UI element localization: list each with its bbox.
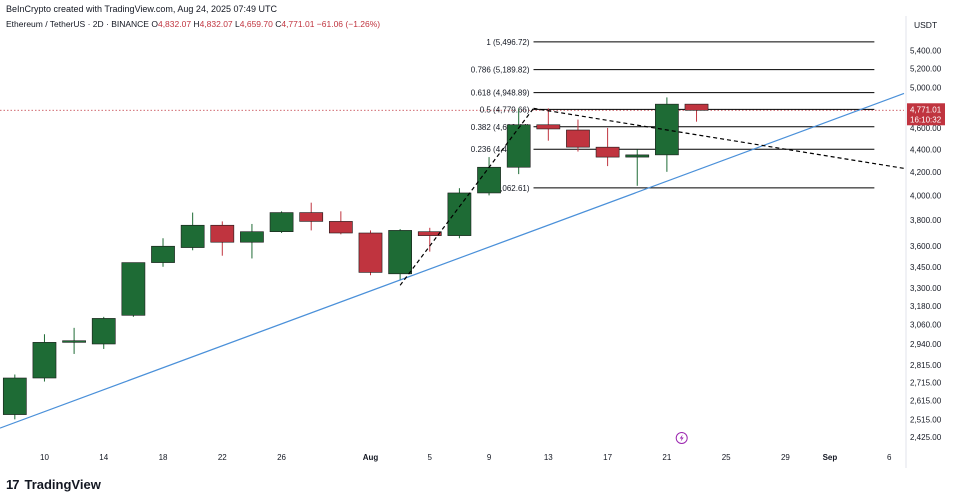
- dashed-projection-line: [399, 107, 534, 286]
- candle-body: [151, 245, 175, 263]
- candle-body: [328, 221, 353, 234]
- y-tick-label: 5,400.00: [910, 46, 942, 55]
- chart-frame[interactable]: Ethereum / TetherUS · 2D · BINANCE O4,83…: [0, 16, 954, 468]
- currency-label: USDT: [914, 20, 937, 30]
- countdown-label: 16:10:32: [910, 115, 942, 124]
- x-tick-label: Aug: [363, 453, 379, 462]
- candle-body: [536, 124, 561, 130]
- ohlc-header: Ethereum / TetherUS · 2D · BINANCE O4,83…: [6, 19, 380, 29]
- attribution-text: BeInCrypto created with TradingView.com,…: [6, 4, 277, 14]
- y-tick-label: 3,800.00: [910, 216, 942, 225]
- candle-body: [269, 212, 294, 232]
- last-price-tag-label: 4,771.01: [910, 105, 942, 114]
- tradingview-brand: TradingView: [24, 476, 101, 492]
- y-tick-label: 3,060.00: [910, 321, 942, 330]
- y-tick-label: 2,515.00: [910, 415, 942, 424]
- price-chart[interactable]: Ethereum / TetherUS · 2D · BINANCE O4,83…: [0, 16, 954, 468]
- fib-level-label: 0 (4,062.61): [486, 184, 529, 193]
- y-tick-label: 3,300.00: [910, 284, 942, 293]
- candle-body: [388, 230, 412, 275]
- x-tick-label: 26: [277, 453, 286, 462]
- lightning-glyph: [679, 434, 684, 442]
- candle-body: [32, 342, 57, 379]
- y-tick-label: 4,000.00: [910, 191, 942, 200]
- y-tick-label: 2,425.00: [910, 433, 942, 442]
- x-tick-label: 5: [428, 453, 433, 462]
- candle-body: [62, 340, 86, 343]
- candle-body: [121, 262, 146, 316]
- footer: 17 TradingView: [6, 474, 101, 494]
- x-tick-label: 21: [662, 453, 671, 462]
- candle-body: [180, 224, 205, 248]
- candle-body: [91, 318, 116, 345]
- y-tick-label: 3,180.00: [910, 302, 942, 311]
- candle-body: [240, 231, 264, 243]
- y-tick-label: 5,000.00: [910, 84, 942, 93]
- candle-body: [299, 212, 324, 222]
- fib-level-label: 0.236 (4,401.06): [471, 145, 530, 154]
- x-tick-label: 22: [218, 453, 227, 462]
- x-tick-label: 10: [40, 453, 49, 462]
- x-tick-label: 13: [544, 453, 553, 462]
- x-tick-label: 17: [603, 453, 612, 462]
- y-tick-label: 2,815.00: [910, 361, 942, 370]
- fib-level-label: 0.382 (4,610.44): [471, 123, 530, 132]
- candle-body: [684, 103, 709, 111]
- x-tick-label: 6: [887, 453, 892, 462]
- fib-level-label: 0.5 (4,779.66): [480, 105, 530, 114]
- candle-body: [506, 124, 531, 168]
- candle-body: [210, 224, 235, 243]
- candle-body: [358, 232, 383, 273]
- x-tick-label: 9: [487, 453, 492, 462]
- candle-body: [447, 192, 472, 236]
- y-tick-label: 4,400.00: [910, 145, 942, 154]
- candle-body: [595, 146, 620, 158]
- y-tick-label: 2,715.00: [910, 378, 942, 387]
- x-tick-label: Sep: [823, 453, 838, 462]
- fib-level-label: 1 (5,496.72): [486, 38, 529, 47]
- y-tick-label: 4,600.00: [910, 124, 942, 133]
- y-tick-label: 4,200.00: [910, 168, 942, 177]
- y-tick-label: 3,450.00: [910, 263, 942, 272]
- y-tick-label: 2,940.00: [910, 340, 942, 349]
- x-tick-label: 29: [781, 453, 790, 462]
- candle-body: [625, 154, 650, 158]
- fib-level-label: 0.618 (4,948.89): [471, 89, 530, 98]
- y-tick-label: 3,600.00: [910, 242, 942, 251]
- x-tick-label: 25: [722, 453, 731, 462]
- y-tick-label: 5,200.00: [910, 65, 942, 74]
- candle-body: [477, 166, 501, 194]
- y-tick-label: 2,615.00: [910, 397, 942, 406]
- candle-body: [566, 129, 590, 148]
- x-tick-label: 18: [159, 453, 168, 462]
- trendline: [0, 92, 905, 429]
- last-price-tag: [907, 103, 945, 126]
- fib-level-label: 0.786 (5,189.82): [471, 66, 530, 75]
- candle-body: [417, 231, 442, 236]
- x-tick-label: 14: [99, 453, 108, 462]
- candle-body: [2, 377, 27, 415]
- tradingview-logo-icon: 17: [6, 476, 20, 492]
